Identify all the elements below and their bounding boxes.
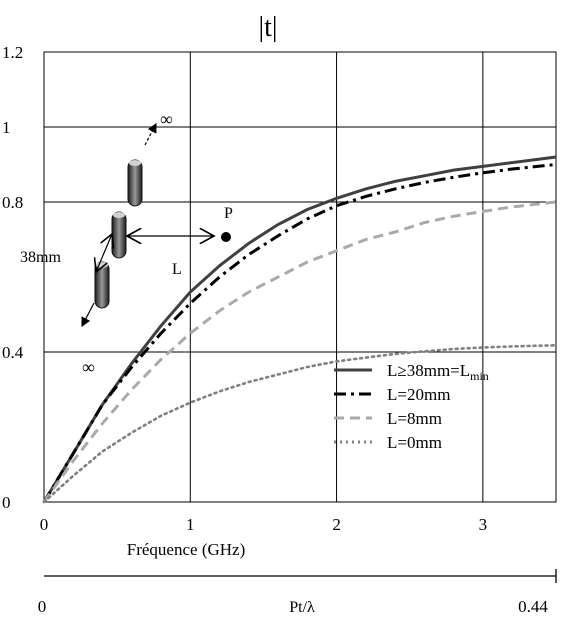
- x-tick-label: 3: [479, 515, 488, 534]
- infinity-arrow-down: [81, 302, 95, 328]
- legend-label-3: L=8mm: [387, 409, 442, 428]
- y-tick-label: 1: [2, 118, 11, 137]
- y-tick-label: 0: [2, 493, 11, 512]
- inset-diagram: ∞ ∞ 38mm L P: [20, 109, 233, 377]
- x-tick-label: 0: [40, 515, 49, 534]
- legend-label-1: L≥38mm=Lmin: [387, 361, 489, 383]
- y-tick-label: 1.2: [2, 43, 23, 62]
- point-p-marker: [221, 232, 231, 242]
- chart-title: |t|: [259, 12, 278, 43]
- legend: L≥38mm=Lmin L=20mm L=8mm L=0mm: [334, 361, 489, 452]
- secondary-axis: 0 Pt/λ 0.44: [38, 569, 557, 616]
- legend-label-2: L=20mm: [387, 385, 450, 404]
- infinity-label-top: ∞: [160, 109, 173, 129]
- series-line-3: [42, 200, 557, 503]
- pylon-middle: [111, 211, 127, 259]
- series-line-2: [42, 163, 557, 503]
- x-tick-label: 1: [186, 515, 195, 534]
- legend-label-4: L=0mm: [387, 433, 442, 452]
- series-line-1: [42, 155, 557, 503]
- infinity-label-bottom: ∞: [82, 357, 95, 377]
- series-line-4: [42, 344, 558, 504]
- pylon-top: [127, 159, 143, 207]
- x-tick-label: 2: [332, 515, 341, 534]
- length-arrow: [96, 234, 112, 272]
- grid: [43, 51, 557, 503]
- y-tick-label: 0.4: [2, 343, 24, 362]
- length-label: 38mm: [20, 249, 61, 266]
- y-tick-labels: 0 0.4 0.8 1 1.2: [2, 43, 24, 512]
- l-label: L: [172, 261, 182, 278]
- plot-frame: [43, 51, 557, 503]
- secondary-axis-start-label: 0: [38, 597, 47, 616]
- point-label: P: [224, 205, 233, 222]
- secondary-axis-end-label: 0.44: [518, 597, 548, 616]
- secondary-axis-label: Pt/λ: [289, 599, 315, 616]
- x-tick-labels: 0 1 2 3: [40, 515, 487, 534]
- y-tick-label: 0.8: [2, 193, 23, 212]
- series-layer: [42, 155, 558, 504]
- x-axis-label: Fréquence (GHz): [127, 540, 245, 559]
- infinity-arrow-up: [144, 122, 157, 146]
